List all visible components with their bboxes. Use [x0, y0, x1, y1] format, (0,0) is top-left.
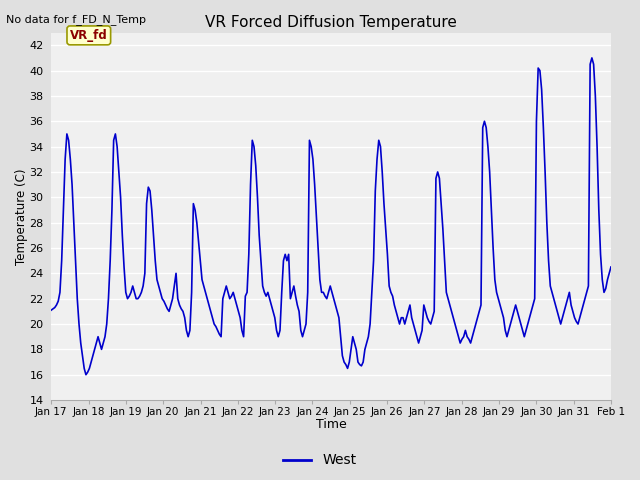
Title: VR Forced Diffusion Temperature: VR Forced Diffusion Temperature — [205, 15, 457, 30]
Legend: West: West — [278, 448, 362, 473]
Y-axis label: Temperature (C): Temperature (C) — [15, 168, 28, 264]
Text: No data for f_FD_N_Temp: No data for f_FD_N_Temp — [6, 14, 147, 25]
X-axis label: Time: Time — [316, 419, 346, 432]
Text: VR_fd: VR_fd — [70, 29, 108, 42]
